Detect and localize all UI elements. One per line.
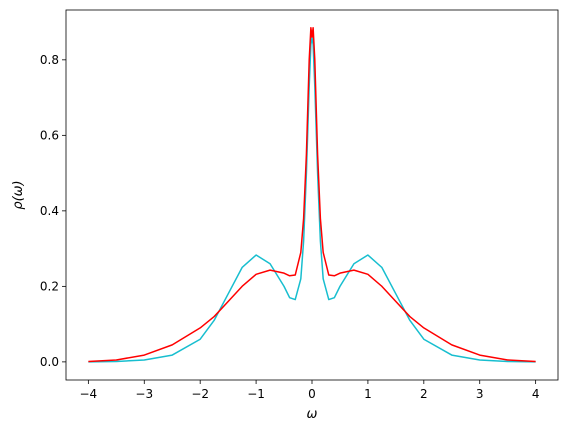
x-tick-label: 3 xyxy=(476,387,484,401)
y-tick-label: 0.4 xyxy=(40,204,59,218)
x-tick-label: −1 xyxy=(247,387,265,401)
x-tick-label: −4 xyxy=(80,387,98,401)
x-tick-label: 2 xyxy=(420,387,428,401)
x-tick-label: 0 xyxy=(308,387,316,401)
y-tick-label: 0.2 xyxy=(40,279,59,293)
axes-frame xyxy=(65,9,559,381)
x-tick-label: −2 xyxy=(191,387,209,401)
y-axis-label: ρ(ω) xyxy=(11,180,26,209)
x-tick-label: 4 xyxy=(532,387,540,401)
x-tick-label: 1 xyxy=(364,387,372,401)
x-tick-label: −3 xyxy=(135,387,153,401)
data-line xyxy=(88,36,536,363)
y-tick-label: 0.0 xyxy=(40,355,59,369)
y-tick-label: 0.8 xyxy=(40,53,59,67)
data-line xyxy=(88,26,536,363)
y-tick-label: 0.6 xyxy=(40,128,59,142)
x-axis-label: ω xyxy=(307,407,318,422)
